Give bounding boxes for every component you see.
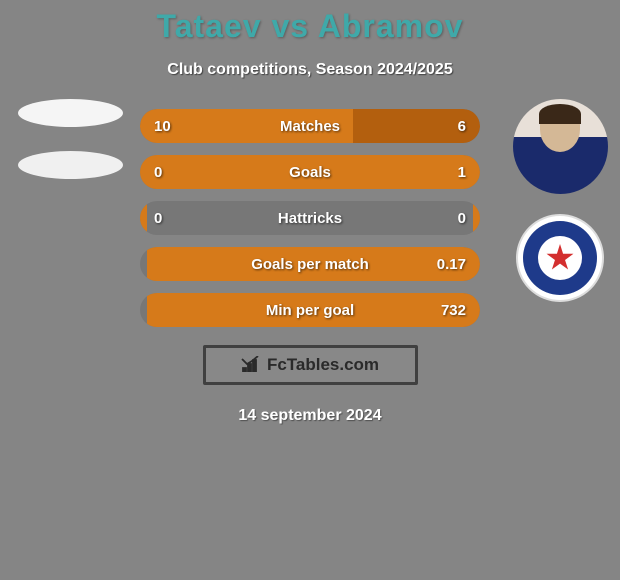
stat-value-right: 1 [458, 164, 466, 181]
stat-label: Min per goal [266, 302, 354, 319]
brand-box: FcTables.com [203, 345, 418, 385]
right-player-photo [513, 99, 608, 194]
subtitle: Club competitions, Season 2024/2025 [0, 61, 620, 79]
date-text: 14 september 2024 [0, 407, 620, 425]
left-player-placeholder-2 [18, 151, 123, 179]
stat-fill-left [140, 201, 147, 235]
right-player-column [500, 99, 620, 302]
stat-label: Matches [280, 118, 340, 135]
stat-row: 0 Hattricks 0 [140, 201, 480, 235]
stat-value-right: 6 [458, 118, 466, 135]
stat-row: Goals per match 0.17 [140, 247, 480, 281]
stat-row: 0 Goals 1 [140, 155, 480, 189]
bar-chart-icon [241, 356, 261, 374]
right-club-logo [516, 214, 604, 302]
stat-value-left: 10 [154, 118, 171, 135]
club-logo-star-icon [546, 244, 574, 272]
stat-value-left: 0 [154, 210, 162, 227]
left-player-placeholder-1 [18, 99, 123, 127]
left-player-column [0, 99, 140, 203]
stat-fill-right [473, 201, 480, 235]
stat-fill-left [140, 155, 147, 189]
stat-value-right: 732 [441, 302, 466, 319]
stat-label: Goals [289, 164, 331, 181]
stat-value-left: 0 [154, 164, 162, 181]
comparison-card: Tataev vs Abramov Club competitions, Sea… [0, 0, 620, 580]
stat-value-right: 0 [458, 210, 466, 227]
stat-label: Hattricks [278, 210, 342, 227]
stat-row: Min per goal 732 [140, 293, 480, 327]
stats-area: 10Matches60Goals10Hattricks0Goals per ma… [0, 109, 620, 327]
stat-label: Goals per match [251, 256, 369, 273]
stat-value-right: 0.17 [437, 256, 466, 273]
stat-row: 10 Matches 6 [140, 109, 480, 143]
page-title: Tataev vs Abramov [0, 0, 620, 45]
stat-rows: 10Matches60Goals10Hattricks0Goals per ma… [140, 109, 480, 327]
brand-text: FcTables.com [267, 355, 379, 375]
